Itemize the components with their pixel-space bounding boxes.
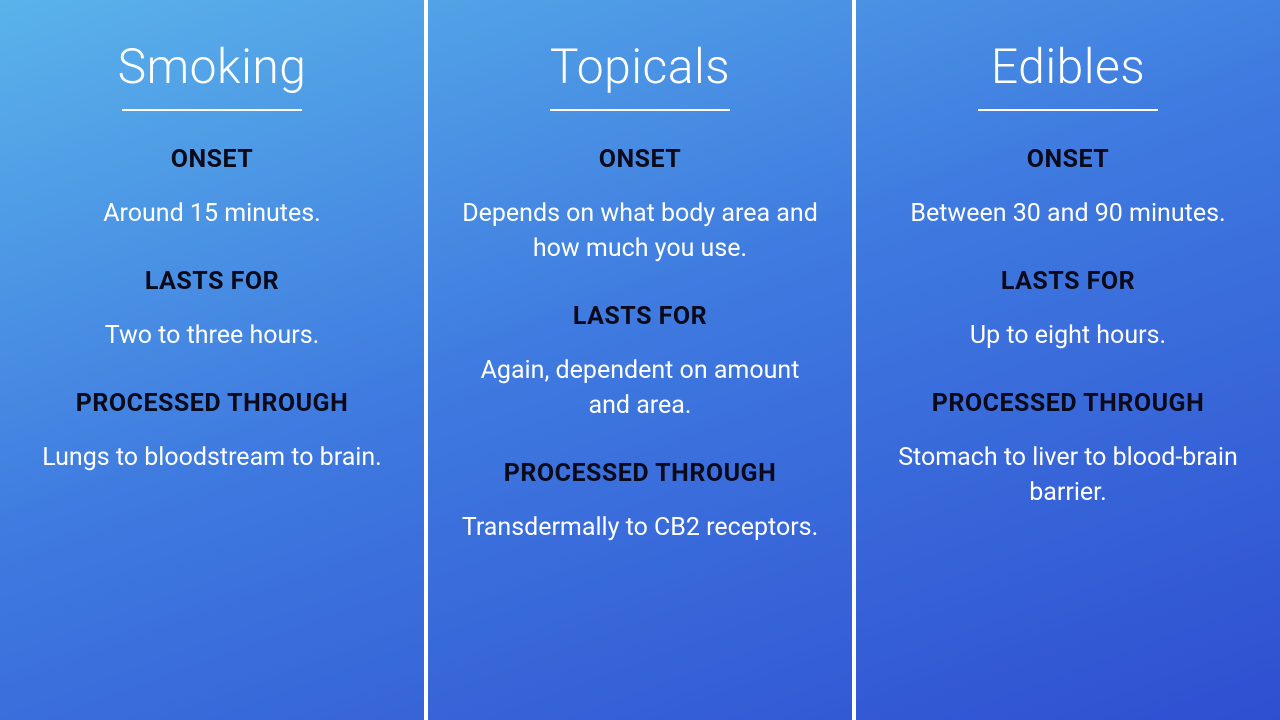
lasts-label: LASTS FOR bbox=[1001, 267, 1135, 296]
column-smoking: Smoking ONSET Around 15 minutes. LASTS F… bbox=[0, 0, 424, 720]
title-underline bbox=[550, 109, 730, 111]
processed-label: PROCESSED THROUGH bbox=[932, 389, 1205, 418]
processed-value: Lungs to bloodstream to brain. bbox=[42, 440, 382, 475]
column-topicals: Topicals ONSET Depends on what body area… bbox=[428, 0, 852, 720]
column-title: Smoking bbox=[118, 38, 307, 95]
onset-label: ONSET bbox=[171, 145, 254, 174]
lasts-value: Up to eight hours. bbox=[970, 318, 1166, 353]
onset-value: Depends on what body area and how much y… bbox=[460, 196, 820, 266]
lasts-value: Again, dependent on amount and area. bbox=[460, 353, 820, 423]
onset-value: Around 15 minutes. bbox=[103, 196, 321, 231]
processed-value: Stomach to liver to blood-brain barrier. bbox=[888, 440, 1248, 510]
title-underline bbox=[122, 109, 302, 111]
column-title: Topicals bbox=[550, 38, 730, 95]
lasts-label: LASTS FOR bbox=[573, 302, 707, 331]
column-edibles: Edibles ONSET Between 30 and 90 minutes.… bbox=[856, 0, 1280, 720]
column-title: Edibles bbox=[991, 38, 1145, 95]
lasts-label: LASTS FOR bbox=[145, 267, 279, 296]
onset-label: ONSET bbox=[1027, 145, 1110, 174]
title-underline bbox=[978, 109, 1158, 111]
processed-label: PROCESSED THROUGH bbox=[76, 389, 349, 418]
processed-label: PROCESSED THROUGH bbox=[504, 459, 777, 488]
onset-label: ONSET bbox=[599, 145, 682, 174]
onset-value: Between 30 and 90 minutes. bbox=[910, 196, 1225, 231]
lasts-value: Two to three hours. bbox=[105, 318, 320, 353]
processed-value: Transdermally to CB2 receptors. bbox=[462, 510, 818, 545]
